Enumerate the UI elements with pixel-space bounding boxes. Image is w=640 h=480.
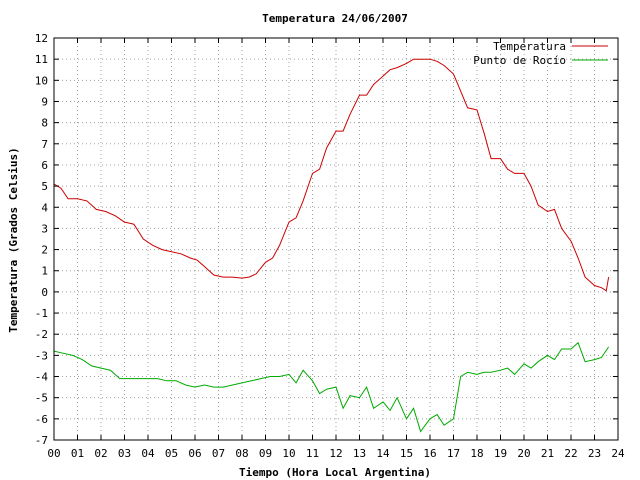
legend-label-punto-de-rocio: Punto de Rocío [473, 54, 566, 67]
grid [54, 38, 618, 440]
y-tick-label: -5 [35, 392, 48, 405]
y-tick-label: 0 [41, 286, 48, 299]
x-tick-label: 19 [494, 447, 507, 460]
x-tick-label: 12 [329, 447, 342, 460]
x-tick-label: 21 [541, 447, 554, 460]
y-tick-label: 8 [41, 117, 48, 130]
x-tick-label: 23 [588, 447, 601, 460]
x-tick-label: 09 [259, 447, 272, 460]
y-tick-label: -7 [35, 434, 48, 447]
series-layer [53, 58, 610, 433]
chart-title: Temperatura 24/06/2007 [262, 12, 408, 25]
y-axis-label: Temperatura (Grados Celsius) [7, 147, 20, 332]
x-tick-label: 03 [118, 447, 131, 460]
y-tick-label: 12 [35, 32, 48, 45]
y-tick-label: 7 [41, 138, 48, 151]
y-tick-label: 6 [41, 159, 48, 172]
y-tick-label: 3 [41, 222, 48, 235]
x-axis: 00 01 02 03 04 05 06 07 08 09 10 11 12 13 14 15 16 17 18 19… [47, 38, 625, 460]
y-tick-label: 9 [41, 95, 48, 108]
x-tick-label: 13 [353, 447, 366, 460]
legend-label-temperatura: Temperatura [493, 40, 566, 53]
x-tick-label: 00 [47, 447, 60, 460]
x-tick-label: 02 [94, 447, 107, 460]
y-tick-label: -3 [35, 349, 48, 362]
y-tick-label: 4 [41, 201, 48, 214]
x-tick-label: 10 [282, 447, 295, 460]
x-tick-label: 01 [71, 447, 84, 460]
y-tick-label: -2 [35, 328, 48, 341]
x-tick-label: 22 [564, 447, 577, 460]
y-tick-label: 5 [41, 180, 48, 193]
x-tick-label: 06 [188, 447, 201, 460]
series-line-punto-de-rocio [53, 341, 610, 433]
y-tick-label: -4 [35, 371, 49, 384]
x-tick-label: 11 [306, 447, 319, 460]
y-tick-label: 11 [35, 53, 48, 66]
x-tick-label: 16 [423, 447, 436, 460]
x-axis-label: Tiempo (Hora Local Argentina) [239, 466, 431, 479]
x-tick-label: 07 [212, 447, 225, 460]
x-tick-label: 05 [165, 447, 178, 460]
x-tick-label: 15 [400, 447, 413, 460]
x-tick-label: 20 [517, 447, 530, 460]
x-tick-label: 17 [447, 447, 460, 460]
y-tick-label: -1 [35, 307, 48, 320]
y-tick-label: 1 [41, 265, 48, 278]
x-tick-label: 04 [141, 447, 155, 460]
y-tick-label: 10 [35, 74, 48, 87]
x-tick-label: 14 [376, 447, 390, 460]
y-tick-label: -6 [35, 413, 48, 426]
series-line-temperatura [53, 58, 610, 292]
x-tick-label: 24 [611, 447, 625, 460]
x-tick-label: 18 [470, 447, 483, 460]
y-tick-label: 2 [41, 244, 48, 257]
x-tick-label: 08 [235, 447, 248, 460]
